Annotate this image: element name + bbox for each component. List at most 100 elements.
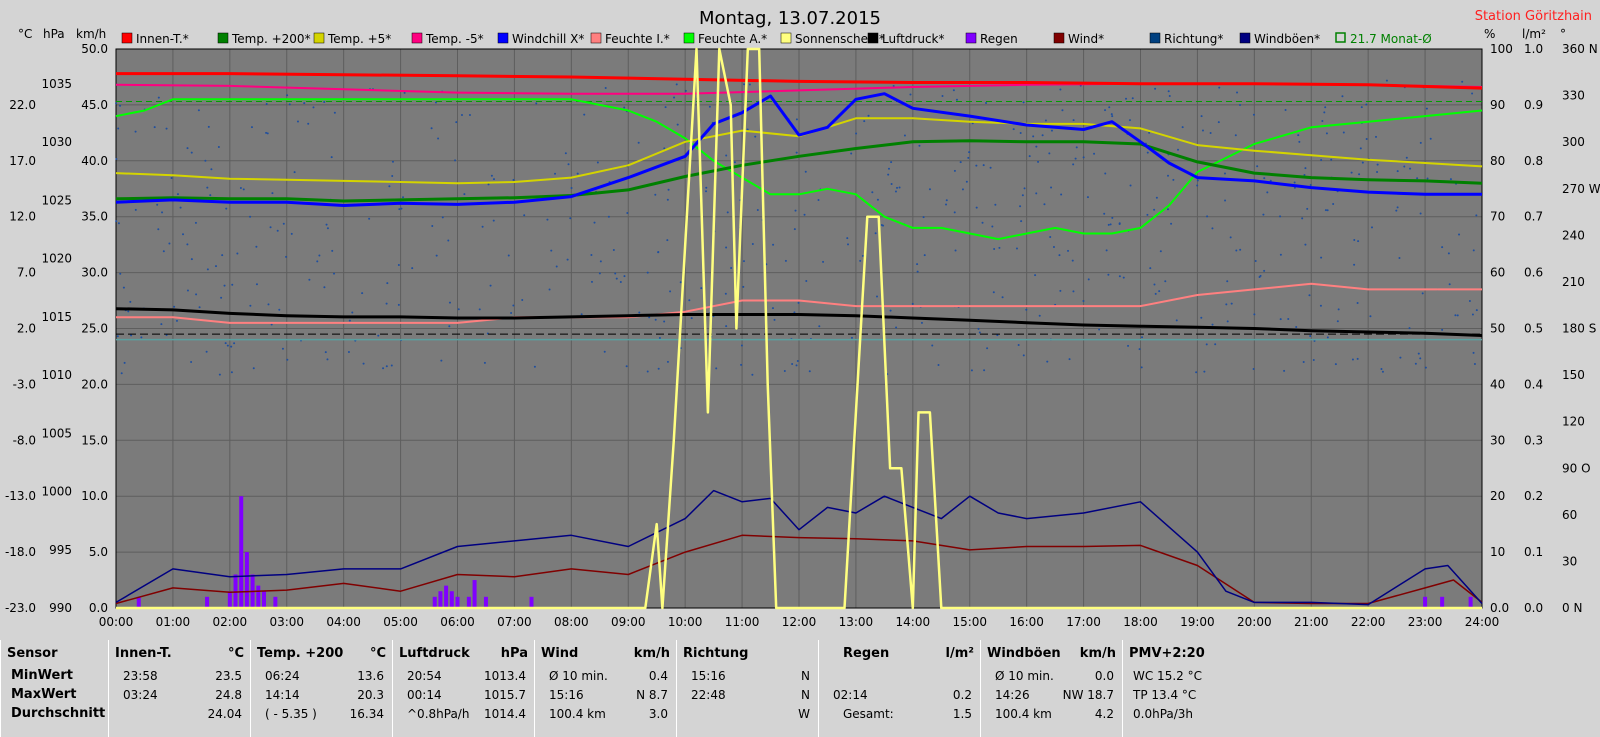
- direction-dot: [847, 243, 850, 246]
- direction-dot: [1224, 199, 1227, 202]
- direction-dot: [846, 237, 849, 240]
- rain-bar: [529, 596, 534, 608]
- direction-dot: [1203, 370, 1206, 373]
- direction-dot: [1172, 178, 1175, 181]
- direction-dot: [715, 367, 718, 370]
- direction-dot: [204, 159, 207, 162]
- direction-dot: [160, 323, 163, 326]
- col-regen: Regen l/m² 02:14 0.2 Gesamt: 1.5: [818, 640, 980, 737]
- col-wind-unit: km/h: [633, 646, 670, 661]
- direction-dot: [1153, 283, 1156, 286]
- wind-max-time: 15:16: [549, 688, 584, 702]
- direction-dot: [742, 285, 745, 288]
- unit-percent: %: [1484, 27, 1495, 41]
- direction-dot: [318, 254, 321, 257]
- direction-dot: [637, 141, 640, 144]
- direction-dot: [804, 170, 807, 173]
- series-sonnenschein: [116, 47, 1482, 610]
- direction-dot: [468, 114, 471, 117]
- direction-dot: [447, 239, 450, 242]
- direction-dot: [116, 335, 119, 338]
- direction-dot: [217, 146, 220, 149]
- direction-dot: [1226, 320, 1229, 323]
- direction-dot: [1312, 358, 1315, 361]
- direction-dot: [325, 223, 328, 226]
- direction-dot: [120, 372, 123, 375]
- direction-dot: [684, 89, 687, 92]
- rain-bar: [444, 585, 449, 608]
- x-tick-label: 15:00: [952, 615, 987, 629]
- direction-dot: [983, 369, 986, 372]
- direction-dot: [705, 186, 708, 189]
- temp-min-value: 13.6: [357, 669, 384, 683]
- y-tick-label: 0 N: [1562, 601, 1582, 615]
- direction-dot: [593, 221, 596, 224]
- direction-dot: [1399, 356, 1402, 359]
- y-tick-label: -18.0: [5, 545, 36, 559]
- direction-dot: [1035, 192, 1038, 195]
- direction-dot: [1398, 257, 1401, 260]
- direction-dot: [850, 336, 853, 339]
- direction-dot: [1059, 289, 1062, 292]
- y-tick-label: 15.0: [81, 433, 108, 447]
- y-tick-label: 12.0: [9, 210, 36, 224]
- y-tick-label: 1015: [41, 310, 72, 324]
- druck-trend: ^0.8hPa/h: [407, 707, 470, 721]
- temp-avg-value: 16.34: [349, 707, 384, 721]
- direction-dot: [249, 215, 252, 218]
- direction-dot: [391, 174, 394, 177]
- direction-dot: [1449, 178, 1452, 181]
- y-tick-label: 0.1: [1524, 545, 1543, 559]
- direction-dot: [117, 127, 120, 130]
- col-innen: Innen-T. °C 23:58 23.5 03:24 24.8 24.04: [108, 640, 250, 737]
- direction-dot: [209, 194, 212, 197]
- direction-dot: [1426, 177, 1429, 180]
- direction-dot: [1424, 366, 1427, 369]
- direction-dot: [1108, 106, 1111, 109]
- legend-swatch: [780, 32, 792, 44]
- direction-dot: [323, 101, 326, 104]
- y-tick-label: 0.9: [1524, 98, 1543, 112]
- direction-dot: [1211, 227, 1214, 230]
- direction-dot: [1336, 320, 1339, 323]
- direction-dot: [1279, 253, 1282, 256]
- direction-dot: [1330, 158, 1333, 161]
- direction-dot: [278, 308, 281, 311]
- direction-dot: [889, 309, 892, 312]
- direction-dot: [1472, 249, 1475, 252]
- direction-dot: [1072, 290, 1075, 293]
- direction-dot: [740, 344, 743, 347]
- direction-dot: [186, 147, 189, 150]
- direction-dot: [194, 221, 197, 224]
- legend-swatch: [1335, 32, 1346, 43]
- direction-dot: [1405, 156, 1408, 159]
- x-tick-label: 20:00: [1237, 615, 1272, 629]
- direction-dot: [1086, 196, 1089, 199]
- legend-label: Temp. +200*: [231, 32, 311, 46]
- direction-dot: [599, 260, 602, 263]
- direction-dot: [230, 345, 233, 348]
- x-tick-label: 07:00: [497, 615, 532, 629]
- x-tick-label: 03:00: [269, 615, 304, 629]
- x-tick-label: 19:00: [1180, 615, 1215, 629]
- direction-dot: [669, 290, 672, 293]
- x-tick-label: 10:00: [668, 615, 703, 629]
- direction-dot: [676, 123, 679, 126]
- direction-dot: [430, 127, 433, 130]
- direction-dot: [937, 364, 940, 367]
- direction-dot: [1376, 170, 1379, 173]
- direction-dot: [967, 156, 970, 159]
- y-tick-label: 10.0: [81, 489, 108, 503]
- direction-dot: [190, 360, 193, 363]
- direction-dot: [1458, 233, 1461, 236]
- direction-dot: [619, 281, 622, 284]
- x-tick-label: 04:00: [326, 615, 361, 629]
- direction-dot: [1131, 97, 1134, 100]
- direction-dot: [382, 367, 385, 370]
- direction-dot: [230, 371, 233, 374]
- direction-dot: [1252, 368, 1255, 371]
- y-tick-label: 30: [1562, 554, 1577, 568]
- direction-dot: [673, 96, 676, 99]
- direction-dot: [740, 363, 743, 366]
- direction-dot: [400, 207, 403, 210]
